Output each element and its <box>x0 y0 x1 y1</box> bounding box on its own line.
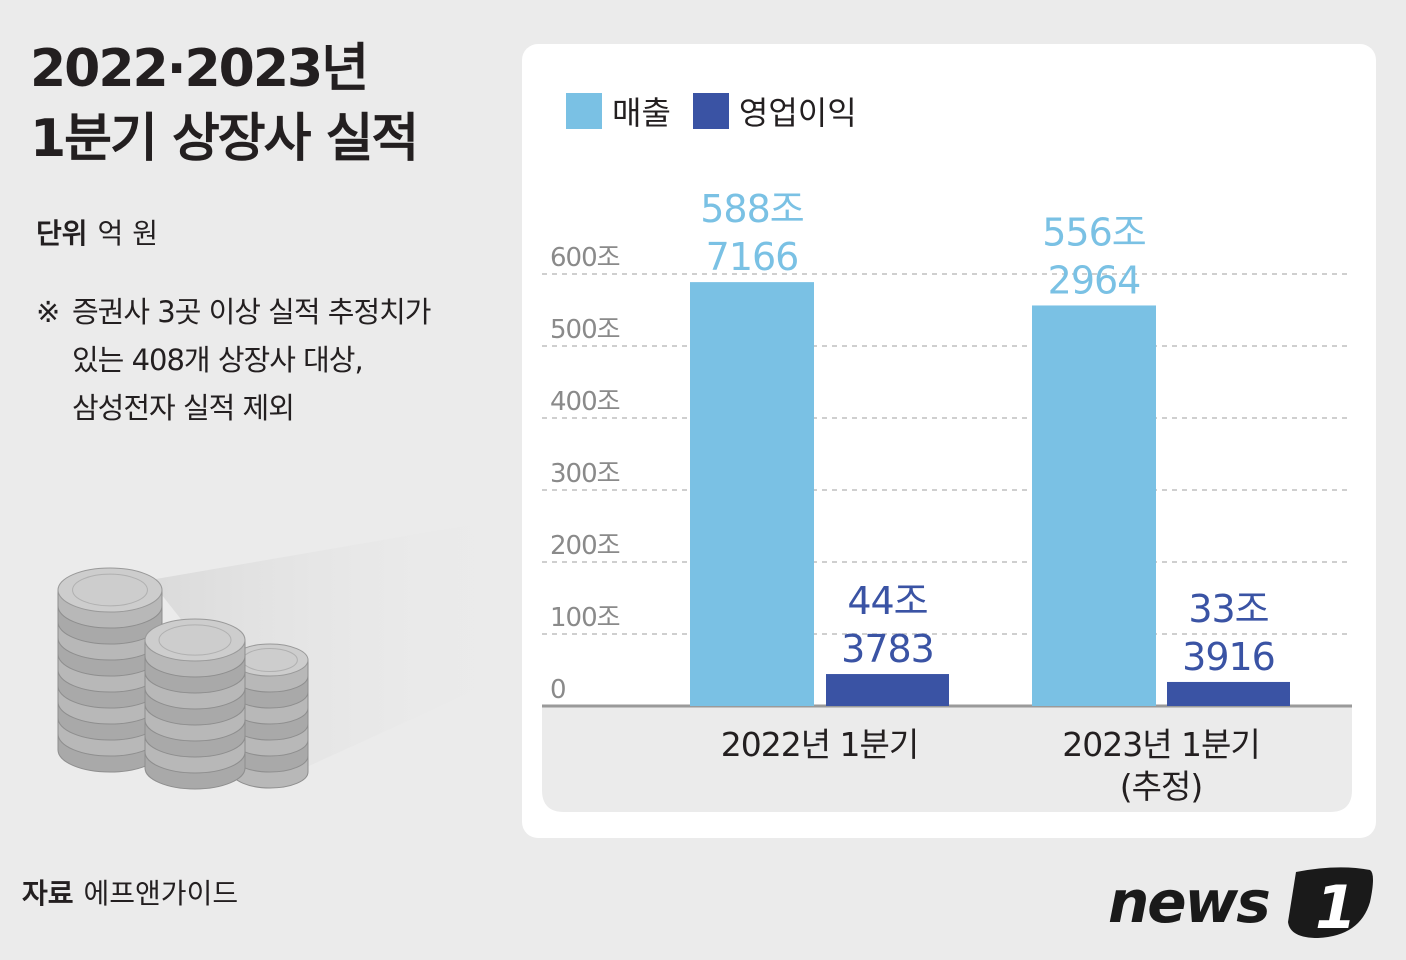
svg-text:1: 1 <box>1315 873 1357 942</box>
chart-legend: 매출 영업이익 <box>566 88 879 134</box>
y-tick-label: 100조 <box>550 603 620 633</box>
unit-label: 단위 <box>36 217 88 250</box>
source-credit: 자료 에프앤가이드 <box>22 872 238 912</box>
x-tick-label: 2023년 1분기 <box>1062 725 1260 764</box>
x-tick-label: (추정) <box>1120 767 1202 806</box>
category-axis-band <box>542 706 1352 812</box>
unit-note: 단위 억 원 <box>36 212 158 252</box>
bar-operating-profit <box>1167 681 1290 706</box>
source-label: 자료 <box>22 877 74 910</box>
source-value: 에프앤가이드 <box>83 877 239 910</box>
x-tick-label: 2022년 1분기 <box>721 725 919 764</box>
data-label: 7166 <box>706 235 799 279</box>
data-label: 33조 <box>1188 587 1268 631</box>
coin-rim <box>72 573 148 607</box>
y-tick-label: 0 <box>550 675 566 705</box>
y-tick-label: 500조 <box>550 315 620 345</box>
title-line: 1분기 상장사 실적 <box>30 109 419 169</box>
svg-text:news: news <box>1108 868 1269 936</box>
bar-sales <box>690 282 814 706</box>
y-tick-label: 300조 <box>550 459 620 489</box>
news1-logo: news 1 <box>1108 867 1373 942</box>
page-title: 2022·2023년 1분기 상장사 실적 <box>30 34 419 174</box>
data-label: 556조 <box>1042 210 1146 254</box>
coin-stacks-illustration <box>57 525 520 790</box>
legend-label-sales: 매출 <box>612 94 671 132</box>
legend-swatch-sales <box>566 93 602 129</box>
data-label: 3783 <box>841 627 934 671</box>
bar-sales <box>1032 305 1156 706</box>
legend-item-sales: 매출 <box>566 88 671 134</box>
data-label: 2964 <box>1048 258 1141 302</box>
coin-rim <box>158 624 232 656</box>
data-label: 44조 <box>847 579 927 623</box>
title-line: 2022·2023년 <box>30 39 369 99</box>
legend-label-operating-profit: 영업이익 <box>738 94 857 132</box>
footnote-line: 증권사 3곳 이상 실적 추정치가 <box>72 295 431 329</box>
y-tick-label: 600조 <box>550 243 620 273</box>
data-label: 3916 <box>1182 635 1275 679</box>
legend-swatch-operating-profit <box>692 93 729 129</box>
footnote: ※ 증권사 3곳 이상 실적 추정치가 있는 408개 상장사 대상, 삼성전자 … <box>36 288 431 432</box>
legend-item-operating-profit: 영업이익 <box>692 88 857 134</box>
unit-value: 억 원 <box>97 217 158 250</box>
footnote-line: 삼성전자 실적 제외 <box>72 391 295 425</box>
bar-operating-profit <box>826 674 949 706</box>
y-tick-label: 400조 <box>550 387 620 417</box>
y-tick-label: 200조 <box>550 531 620 561</box>
data-label: 588조 <box>700 187 804 231</box>
footnote-line: 있는 408개 상장사 대상, <box>72 343 364 377</box>
reference-mark: ※ <box>36 295 60 329</box>
